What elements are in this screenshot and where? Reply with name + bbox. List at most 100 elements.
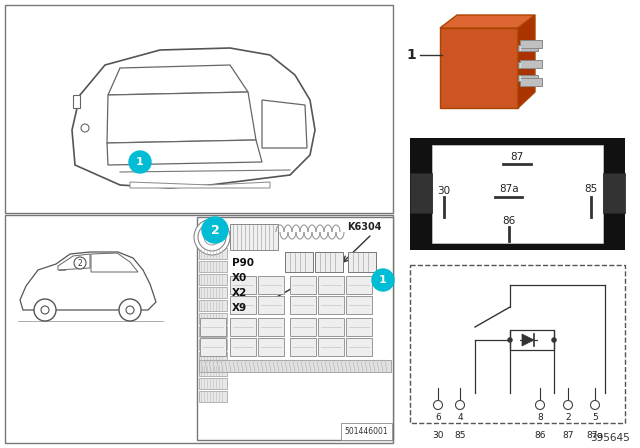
Bar [285, 252, 313, 272]
Text: P90: P90 [232, 258, 254, 268]
Bar [230, 318, 256, 336]
Bar [200, 318, 226, 336]
Text: 501446001: 501446001 [344, 427, 388, 436]
Circle shape [119, 299, 141, 321]
Circle shape [508, 337, 513, 343]
Text: 87: 87 [563, 431, 573, 440]
Bar [520, 40, 542, 48]
Bar [520, 60, 542, 68]
Text: 86: 86 [534, 431, 546, 440]
Circle shape [204, 229, 220, 245]
Bar [258, 318, 284, 336]
Bar [432, 145, 603, 243]
Bar [258, 276, 284, 294]
Bar [290, 296, 316, 314]
Polygon shape [91, 253, 138, 272]
Circle shape [34, 299, 56, 321]
Polygon shape [518, 15, 535, 108]
Bar [199, 287, 227, 298]
Text: 2: 2 [77, 258, 83, 267]
Text: 87a: 87a [499, 184, 519, 194]
Text: 395645: 395645 [590, 433, 630, 443]
Bar [5, 5, 393, 213]
Text: 2: 2 [211, 224, 220, 237]
Bar [199, 313, 227, 324]
Bar [315, 252, 343, 272]
Polygon shape [522, 334, 534, 346]
Text: 6: 6 [435, 413, 441, 422]
Bar [318, 296, 344, 314]
Polygon shape [107, 140, 262, 165]
Text: X0: X0 [232, 273, 247, 283]
Circle shape [456, 401, 465, 409]
Bar [199, 391, 227, 402]
Bar [199, 365, 227, 376]
Text: 2: 2 [565, 413, 571, 422]
Text: 1: 1 [406, 48, 416, 62]
Text: 85: 85 [584, 184, 598, 194]
Circle shape [202, 217, 228, 243]
Bar [518, 62, 538, 68]
Text: 8: 8 [537, 413, 543, 422]
Circle shape [129, 151, 151, 173]
Circle shape [126, 306, 134, 314]
Circle shape [194, 219, 230, 255]
Text: K6304: K6304 [348, 222, 382, 232]
Circle shape [372, 269, 394, 291]
Bar [230, 276, 256, 294]
Bar [510, 330, 554, 350]
Bar [230, 296, 256, 314]
Bar [290, 338, 316, 356]
Text: 4: 4 [457, 413, 463, 422]
Text: 5: 5 [592, 413, 598, 422]
Circle shape [552, 337, 557, 343]
Text: X9: X9 [232, 303, 247, 313]
Text: 1: 1 [136, 157, 144, 167]
Text: X2: X2 [232, 288, 247, 298]
Bar [199, 378, 227, 389]
Bar [230, 224, 278, 250]
Bar [197, 217, 393, 440]
Bar [346, 296, 372, 314]
Bar [346, 338, 372, 356]
Bar [199, 326, 227, 337]
Circle shape [433, 401, 442, 409]
Circle shape [41, 306, 49, 314]
Bar [520, 78, 542, 86]
Bar [318, 318, 344, 336]
Bar [199, 360, 391, 372]
Bar [440, 28, 518, 108]
Circle shape [591, 401, 600, 409]
Bar [258, 296, 284, 314]
Text: 85: 85 [454, 431, 466, 440]
Bar [346, 318, 372, 336]
Bar [318, 276, 344, 294]
Bar [346, 276, 372, 294]
Bar [5, 215, 393, 443]
Bar [318, 338, 344, 356]
Bar [199, 274, 227, 285]
Bar [290, 318, 316, 336]
Text: 87a: 87a [586, 431, 604, 440]
Bar [518, 45, 538, 51]
Bar [200, 338, 226, 356]
Circle shape [563, 401, 573, 409]
Bar [258, 338, 284, 356]
Polygon shape [107, 92, 256, 143]
Bar [410, 173, 432, 213]
Circle shape [74, 257, 86, 269]
Bar [230, 338, 256, 356]
Bar [348, 252, 376, 272]
Bar [199, 261, 227, 272]
Polygon shape [72, 48, 315, 188]
Bar [518, 75, 538, 81]
Polygon shape [58, 254, 90, 270]
Bar [290, 276, 316, 294]
Text: 86: 86 [502, 216, 516, 226]
Text: 30: 30 [432, 431, 444, 440]
Bar [199, 300, 227, 311]
Text: 1: 1 [379, 275, 387, 285]
Polygon shape [108, 65, 248, 95]
Bar [603, 173, 625, 213]
Bar [410, 265, 625, 423]
